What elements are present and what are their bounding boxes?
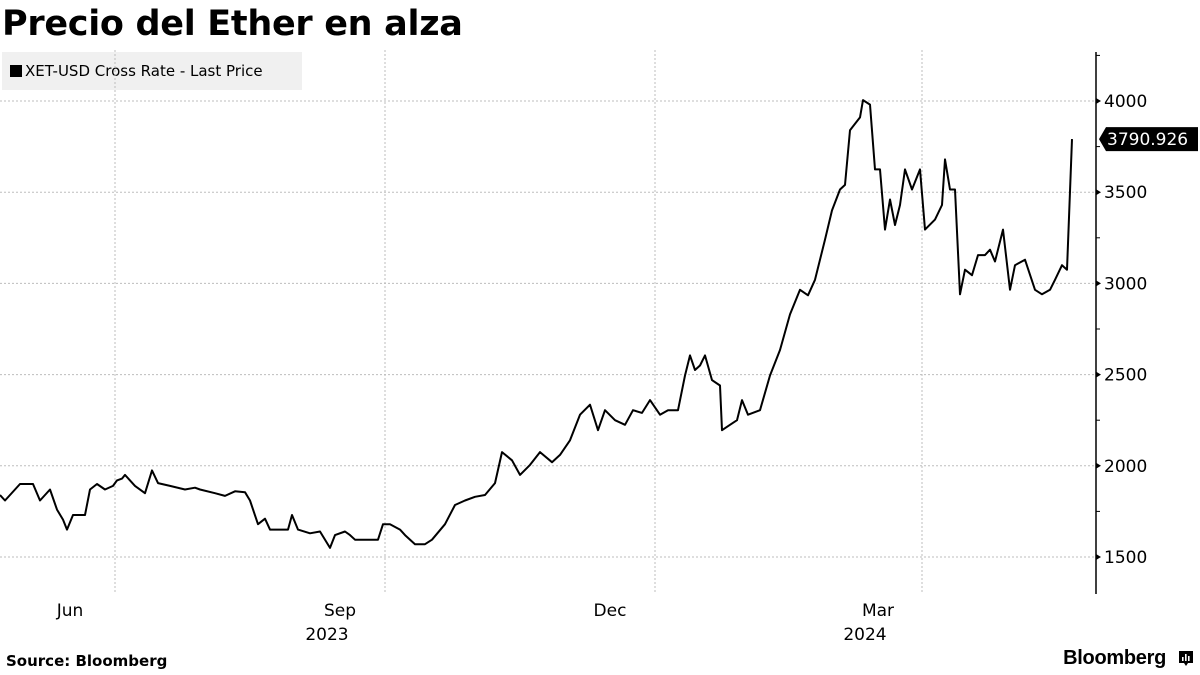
x-tick-label: Mar [862, 601, 894, 621]
y-tick-label: 2000 [1104, 457, 1147, 477]
x-tick-label: Dec [594, 601, 627, 621]
last-value-badge: 3790.926 [1099, 127, 1198, 152]
x-axis-labels: Jun Sep 2023 Dec Mar 2024 [56, 601, 894, 645]
source-note: Source: Bloomberg [6, 652, 168, 670]
y-tick-label: 1500 [1104, 548, 1147, 568]
x-tick-label: Sep [324, 601, 356, 621]
legend-swatch-icon [10, 65, 22, 77]
y-tick-label: 3500 [1104, 183, 1147, 203]
price-line [0, 99, 1073, 549]
x-tick-label: Jun [56, 601, 84, 621]
legend-label: XET-USD Cross Rate - Last Price [25, 62, 263, 80]
svg-text:3790.926: 3790.926 [1107, 130, 1188, 150]
brand-logo: Bloomberg [1063, 647, 1166, 669]
chart-title: Precio del Ether en alza [2, 4, 463, 44]
legend: XET-USD Cross Rate - Last Price [2, 52, 302, 90]
y-axis: 1500 2000 2500 3000 3500 4000 [1095, 52, 1147, 594]
x-year-label: 2023 [305, 625, 348, 645]
bloomberg-chart-icon [1179, 651, 1193, 666]
x-year-label: 2024 [843, 625, 886, 645]
gridlines [0, 50, 1096, 594]
y-tick-label: 2500 [1104, 366, 1147, 386]
y-tick-label: 3000 [1104, 274, 1147, 294]
y-tick-label: 4000 [1104, 92, 1147, 112]
